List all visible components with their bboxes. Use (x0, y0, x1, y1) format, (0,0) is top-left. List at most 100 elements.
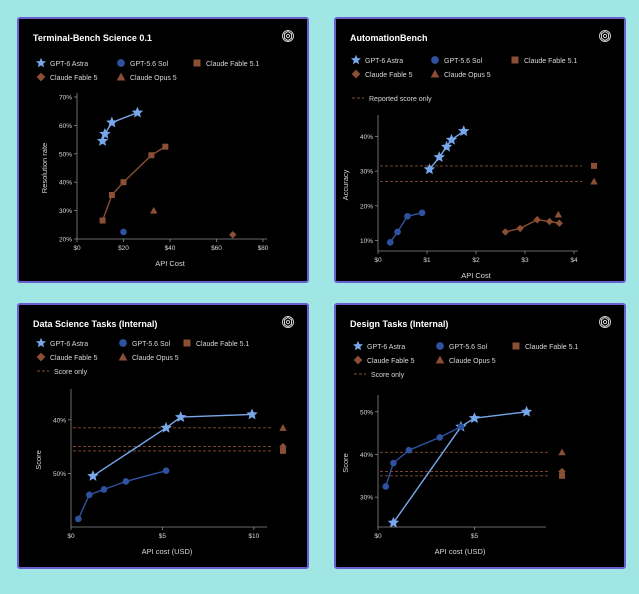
legend-item-claude-fable-5: Claude Fable 5 (351, 69, 413, 79)
series-gpt-6-astra (87, 408, 258, 481)
reference-marker-claude-fable-5-1 (280, 447, 286, 454)
series-gpt-5-6-sol (386, 209, 426, 246)
reference-marker-claude-opus-5 (558, 448, 566, 456)
legend-label: Claude Opus 5 (444, 72, 491, 79)
openai-logo-icon (599, 30, 611, 42)
y-tick-label: 40% (360, 452, 373, 459)
data-point (440, 140, 453, 152)
data-point (457, 423, 465, 431)
legend-item-claude-opus-5: Claude Opus 5 (435, 355, 496, 365)
legend-label: GPT-6 Astra (367, 344, 405, 351)
legend-label: Claude Fable 5.1 (524, 58, 577, 65)
legend-item-gpt-6-astra: GPT-6 Astra (36, 57, 88, 68)
data-point (85, 491, 93, 499)
series-line (385, 426, 462, 487)
data-point (516, 224, 524, 233)
legend-label: Claude Opus 5 (449, 358, 496, 365)
data-point (99, 217, 106, 224)
x-tick-label: $3 (521, 257, 529, 264)
series-line (101, 146, 166, 221)
legend-marker-gpt-5-6-sol (119, 339, 127, 347)
legend-marker-gpt-5-6-sol (431, 56, 439, 64)
legend-item-claude-fable-5-1: Claude Fable 5.1 (183, 339, 249, 348)
data-point (382, 483, 390, 490)
legend-marker-claude-opus-5 (430, 69, 440, 78)
data-point (120, 228, 127, 236)
data-point (246, 408, 258, 420)
data-point (150, 206, 158, 214)
y-tick-label: 30% (59, 208, 72, 215)
y-tick-label: 70% (59, 95, 72, 102)
data-point (87, 470, 99, 481)
x-axis-label: API cost (USD) (435, 547, 486, 556)
legend-marker-gpt-6-astra (353, 340, 363, 351)
legend-item-claude-opus-5: Claude Opus 5 (116, 72, 177, 82)
y-tick-label: 20% (360, 203, 373, 210)
y-tick-label: 20% (59, 237, 72, 244)
data-point (131, 106, 144, 118)
data-point (394, 228, 401, 236)
data-point (445, 133, 458, 145)
legend-label: Claude Fable 5 (50, 355, 98, 362)
chart-title: Data Science Tasks (Internal) (33, 319, 158, 329)
legend-item-gpt-5-6-sol: GPT-5.6 Sol (436, 342, 488, 351)
x-tick-label: $1 (423, 257, 431, 264)
data-point (404, 212, 411, 220)
chart-svg: GPT-6 Astra GPT-5.6 Sol Claude Fable 5.1 Cl… (34, 337, 287, 556)
x-tick-label: $0 (67, 533, 75, 540)
data-point (545, 217, 554, 226)
data-point (458, 125, 470, 137)
legend-item-claude-opus-5: Claude Opus 5 (118, 352, 179, 362)
legend-label: Claude Fable 5 (50, 75, 98, 82)
y-tick-label: 30% (360, 169, 373, 176)
legend-marker-gpt-5-6-sol (436, 342, 444, 350)
x-tick-label: $0 (374, 533, 382, 540)
legend-label: Score only (54, 369, 88, 376)
legend-label: GPT-5.6 Sol (130, 61, 169, 68)
data-point (162, 467, 170, 475)
series-line (392, 411, 527, 524)
legend-marker-claude-fable-5 (353, 355, 363, 365)
chart-panel-design-tasks: Design Tasks (Internal) GPT-6 Astra GPT-5… (334, 303, 626, 569)
data-point (386, 239, 394, 246)
data-point (106, 116, 118, 128)
legend-item-claude-fable-5: Claude Fable 5 (36, 352, 98, 362)
series-line (92, 413, 253, 477)
reference-marker-claude-opus-5 (590, 177, 598, 185)
series-line (389, 212, 423, 243)
x-tick-label: $4 (570, 257, 578, 264)
series-gpt-5-6-sol (75, 467, 170, 523)
data-point (436, 434, 444, 441)
chart-title: Design Tasks (Internal) (350, 319, 449, 329)
series-claude-fable-5-1 (99, 143, 169, 224)
x-tick-label: $0 (73, 245, 81, 252)
legend-item-reference: Reported score only (352, 96, 432, 103)
data-point (390, 459, 397, 467)
legend-marker-claude-fable-5-1 (193, 59, 201, 67)
data-point (501, 228, 510, 236)
x-tick-label: $5 (159, 533, 167, 540)
data-point (99, 127, 111, 139)
y-tick-label: 40% (59, 180, 72, 187)
legend-marker-gpt-5-6-sol (117, 59, 125, 67)
data-point (162, 143, 169, 150)
data-point (468, 412, 481, 424)
data-point (387, 516, 400, 528)
openai-logo-icon (599, 316, 611, 328)
legend-item-gpt-6-astra: GPT-6 Astra (36, 337, 88, 348)
data-point (520, 405, 533, 417)
data-point (160, 421, 172, 433)
chart-panel-data-science: Data Science Tasks (Internal) GPT-6 Astr… (17, 303, 309, 569)
data-point (175, 411, 187, 422)
legend-label: Claude Opus 5 (130, 75, 177, 82)
legend-label: GPT-5.6 Sol (449, 344, 488, 351)
legend-item-gpt-5-6-sol: GPT-5.6 Sol (119, 339, 171, 348)
data-point (554, 210, 563, 218)
y-tick-label: 50% (59, 151, 72, 158)
data-point (418, 209, 426, 217)
data-point (229, 231, 237, 239)
data-point (122, 478, 130, 485)
y-tick-label: 40% (360, 134, 373, 141)
chart-svg: GPT-6 Astra GPT-5.6 Sol Claude Fable 5.1 Cl… (341, 340, 578, 556)
legend-label: Score only (371, 372, 405, 379)
